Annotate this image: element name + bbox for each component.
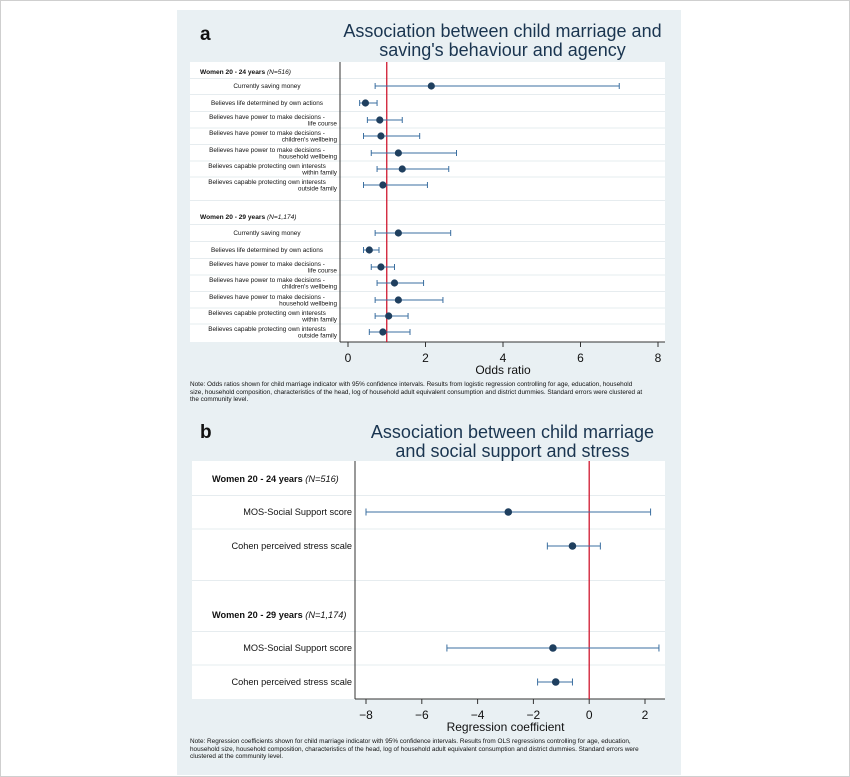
panel-a-row-label: outside family [298, 186, 338, 193]
panel-a-row-label: household wellbeing [279, 301, 337, 308]
panel-a-group-n: (N=516) [267, 69, 291, 76]
panel-b-x-tick-label: −4 [471, 708, 485, 722]
panel-a-row-label: Believes capable protecting own interest… [208, 326, 326, 333]
panel-a-estimate-point [365, 246, 373, 254]
panel-b-group-n: (N=516) [305, 474, 338, 484]
panel-a-x-axis-label: Odds ratio [475, 363, 531, 377]
panel-b-estimate-point [549, 644, 557, 652]
panel-b-letter: b [200, 422, 212, 443]
panel-a-note: Note: Odds ratios shown for child marria… [190, 381, 643, 404]
panel-b-group-label: Women 20 - 29 years [212, 610, 305, 620]
panel-a-row-label: Believes have power to make decisions - [209, 130, 325, 137]
panel-b-group-header: Women 20 - 24 years (N=516) [212, 474, 339, 484]
panel-a-x-tick-label: 8 [655, 351, 662, 365]
panel-a-estimate-point [385, 312, 393, 320]
panel-a-row-label: Currently saving money [233, 230, 301, 237]
panel-a-estimate-point [379, 181, 387, 189]
panel-a-estimate-point [394, 149, 402, 157]
panel-a-row-label: children's wellbeing [282, 137, 338, 144]
panel-b-estimate-point [504, 508, 513, 516]
panel-a-row-label: Believes life determined by own actions [211, 100, 323, 107]
panel-a-estimate-point [379, 328, 387, 336]
panel-b-row-label: MOS-Social Support score [243, 643, 352, 653]
panel-a-row-label: within family [301, 170, 338, 177]
panel-a-row-label: Believes have power to make decisions - [209, 147, 325, 154]
panel-b-title: Association between child marriage and s… [355, 423, 670, 461]
panel-a-row-label: Believes have power to make decisions - [209, 261, 325, 268]
panel-a-row-label: outside family [298, 333, 338, 340]
panel-a-group-n: (N=1,174) [267, 214, 297, 221]
panel-a-row-label: Believes have power to make decisions - [209, 294, 325, 301]
panel-a-row-label: Currently saving money [233, 83, 301, 90]
panel-b-x-tick-label: −2 [527, 708, 541, 722]
panel-a-label-area [190, 62, 340, 342]
panel-a-estimate-point [377, 132, 385, 140]
panel-b-row-label: Cohen perceived stress scale [231, 541, 352, 551]
panel-a-title-line1: Association between child marriage and [343, 21, 662, 41]
panel-b-estimate-point [568, 542, 577, 550]
panel-a-row-label: life course [308, 121, 338, 128]
panel-a-row-label: Believes life determined by own actions [211, 247, 323, 254]
panel-b-title-line1: Association between child marriage [370, 422, 655, 442]
panel-b-group-label: Women 20 - 24 years [212, 474, 305, 484]
panel-b-estimate-point [551, 678, 560, 686]
panel-a-title-line2: saving's behaviour and agency [379, 40, 626, 60]
panel-b-title-line2: and social support and stress [395, 441, 630, 461]
panel-a-x-tick-label: 6 [577, 351, 584, 365]
panel-b-x-tick-label: −6 [415, 708, 429, 722]
panel-a-estimate-point [394, 296, 402, 304]
panel-b-note: Note: Regression coefficients shown for … [190, 738, 639, 761]
panel-a-x-tick-label: 0 [345, 351, 352, 365]
panel-b-group-n: (N=1,174) [305, 610, 346, 620]
panel-a-x-tick-label: 4 [500, 351, 507, 365]
panel-b-row-label: Cohen perceived stress scale [231, 677, 352, 687]
panel-a-group-header: Women 20 - 24 years (N=516) [200, 69, 291, 76]
panel-a-row-label: within family [301, 317, 338, 324]
panel-a-row-label: children's wellbeing [282, 284, 338, 291]
panel-b-x-tick-label: 0 [586, 708, 593, 722]
panel-a-row-label: Believes have power to make decisions - [209, 114, 325, 121]
panel-a-letter: a [200, 24, 211, 45]
panel-a-row-label: Believes have power to make decisions - [209, 277, 325, 284]
panel-b-group-header: Women 20 - 29 years (N=1,174) [212, 610, 346, 620]
panel-a-row-label: Believes capable protecting own interest… [208, 310, 326, 317]
panel-a-estimate-point [361, 99, 370, 107]
panel-a-row-label: Believes capable protecting own interest… [208, 179, 326, 186]
panel-a-row-label: life course [308, 268, 338, 275]
panel-b-row-label: MOS-Social Support score [243, 507, 352, 517]
panel-b-x-axis-label: Regression coefficient [447, 720, 566, 734]
panel-a-group-label: Women 20 - 24 years [200, 69, 267, 76]
panel-a-x-tick-label: 2 [422, 351, 429, 365]
panel-a-estimate-point [377, 263, 385, 271]
panel-a-row-label: Believes capable protecting own interest… [208, 163, 326, 170]
panel-b-x-tick-label: −8 [359, 708, 373, 722]
panel-a-title: Association between child marriage and s… [330, 22, 675, 60]
panel-a-estimate-point [398, 165, 406, 173]
panel-a-estimate-point [390, 279, 399, 287]
panel-a-group-header: Women 20 - 29 years (N=1,174) [200, 214, 296, 221]
panel-a-group-label: Women 20 - 29 years [200, 214, 267, 221]
panel-a-estimate-point [394, 229, 402, 237]
panel-a-plot-area [340, 62, 665, 342]
panel-a-row-label: household wellbeing [279, 154, 337, 161]
panel-a-estimate-point [427, 82, 435, 90]
panel-b-x-tick-label: 2 [642, 708, 649, 722]
panel-a-estimate-point [376, 116, 384, 124]
